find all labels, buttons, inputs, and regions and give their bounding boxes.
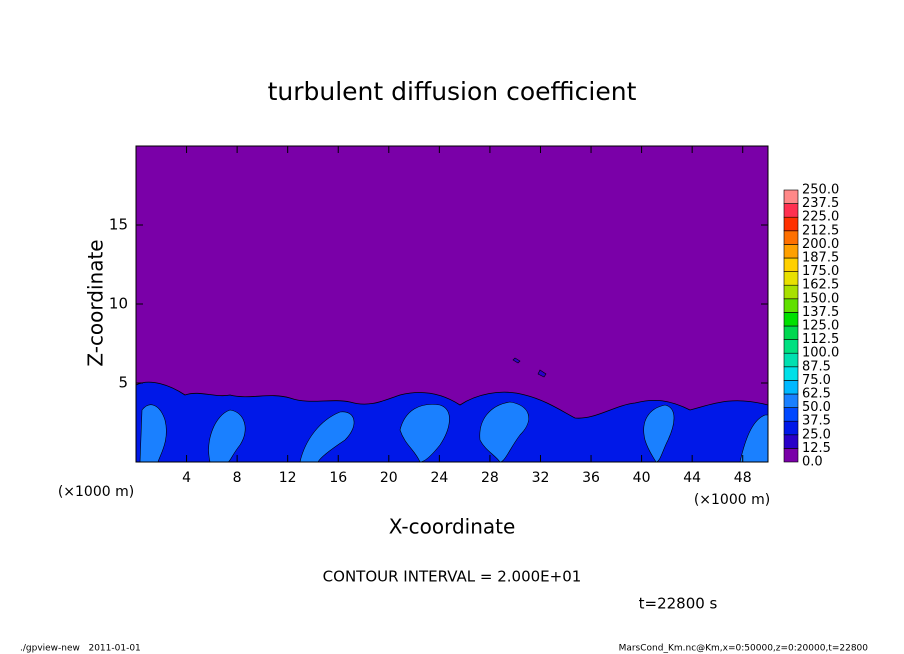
colorbar-label: 75.0	[802, 373, 831, 388]
colorbar-swatch	[783, 366, 799, 381]
footer-left: ./gpview-new 2011-01-01	[20, 644, 141, 654]
colorbar-label: 87.5	[802, 359, 831, 374]
colorbar-label: 0.0	[802, 455, 823, 470]
colorbar-swatch	[783, 407, 799, 422]
x-tick-label: 4	[182, 470, 191, 486]
x-tick-label: 44	[683, 470, 701, 486]
colorbar-swatch	[783, 244, 799, 259]
x-tick-label: 20	[380, 470, 398, 486]
colorbar-swatch	[783, 230, 799, 245]
contour-interval: CONTOUR INTERVAL = 2.000E+01	[323, 568, 582, 586]
colorbar-label: 112.5	[802, 332, 839, 347]
colorbar-label: 237.5	[802, 196, 839, 211]
x-tick-label: 40	[633, 470, 651, 486]
x-tick-label: 48	[734, 470, 752, 486]
x-tick-label: 28	[481, 470, 499, 486]
colorbar-label: 100.0	[802, 346, 839, 361]
y-tick-label: 10	[109, 295, 128, 313]
y-tick-label: 15	[109, 216, 128, 234]
contour-field	[135, 145, 769, 463]
y-unit-label: (×1000 m)	[58, 484, 134, 500]
colorbar-label: 175.0	[802, 264, 839, 279]
x-axis-label: X-coordinate	[389, 515, 516, 539]
colorbar-swatch	[783, 448, 799, 463]
colorbar-swatch	[783, 420, 799, 436]
colorbar-label: 62.5	[802, 387, 831, 402]
colorbar-swatch	[783, 380, 799, 395]
colorbar-label: 125.0	[802, 319, 839, 334]
colorbar-swatch	[783, 189, 799, 204]
colorbar-label: 50.0	[802, 400, 831, 415]
colorbar-swatch	[783, 298, 799, 313]
colorbar-label: 137.5	[802, 305, 839, 320]
colorbar-label: 37.5	[802, 414, 831, 429]
colorbar-swatch	[783, 284, 799, 300]
y-tick-label: 5	[118, 374, 128, 392]
colorbar-label: 150.0	[802, 291, 839, 306]
colorbar-swatch	[783, 352, 799, 368]
colorbar-swatch	[783, 393, 799, 408]
colorbar-label: 250.0	[802, 183, 839, 198]
colorbar-swatch	[783, 257, 799, 272]
colorbar-swatch	[783, 325, 799, 340]
x-tick-label: 12	[279, 470, 297, 486]
x-tick-label: 32	[532, 470, 550, 486]
x-tick-label: 36	[582, 470, 600, 486]
colorbar-label: 187.5	[802, 251, 839, 266]
colorbar-swatch	[783, 216, 799, 232]
colorbar-swatch	[783, 312, 799, 327]
colorbar-swatch	[783, 339, 799, 354]
colorbar-swatch	[783, 203, 799, 218]
colorbar-label: 225.0	[802, 210, 839, 225]
colorbar-label: 200.0	[802, 237, 839, 252]
colorbar-label: 212.5	[802, 223, 839, 238]
x-unit-label: (×1000 m)	[694, 492, 770, 508]
colorbar-label: 12.5	[802, 441, 831, 456]
y-axis-label: Z-coordinate	[84, 239, 108, 366]
footer-right: MarsCond_Km.nc@Km,x=0:50000,z=0:20000,t=…	[619, 644, 869, 654]
x-tick-label: 16	[329, 470, 347, 486]
x-tick-label: 8	[233, 470, 242, 486]
colorbar-label: 25.0	[802, 427, 831, 442]
colorbar-label: 162.5	[802, 278, 839, 293]
x-tick-label: 24	[430, 470, 448, 486]
chart-title: turbulent diffusion coefficient	[268, 77, 637, 106]
colorbar-swatch	[783, 434, 799, 449]
time-label: t=22800 s	[639, 595, 718, 613]
colorbar-swatch	[783, 271, 799, 286]
